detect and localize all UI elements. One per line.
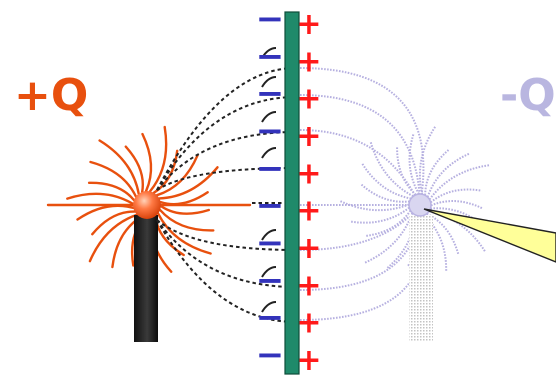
field-line bbox=[91, 210, 136, 236]
negative-field-lines bbox=[299, 67, 490, 321]
induced-field-hook bbox=[261, 301, 277, 313]
conducting-plate bbox=[284, 11, 300, 375]
ghost-field-line bbox=[350, 206, 410, 224]
field-line bbox=[159, 191, 209, 206]
field-line bbox=[141, 132, 153, 193]
field-line bbox=[148, 125, 168, 193]
field-line bbox=[159, 204, 210, 215]
minus-sign: − bbox=[256, 36, 285, 76]
field-line bbox=[155, 154, 199, 197]
field-line bbox=[156, 212, 212, 255]
induced-charges-left: −−−−−−−−−− bbox=[256, 0, 285, 375]
ghost-field-line bbox=[299, 204, 425, 321]
field-line bbox=[76, 204, 135, 221]
positive-charge-stand bbox=[134, 215, 158, 342]
ghost-field-line bbox=[339, 200, 410, 212]
plus-sign: + bbox=[296, 194, 321, 229]
positive-charge-label: +Q bbox=[14, 70, 89, 121]
positive-charge-sphere bbox=[133, 191, 161, 219]
minus-sign: − bbox=[256, 223, 285, 263]
dashed-field-lines bbox=[156, 47, 297, 323]
plus-sign: + bbox=[296, 343, 321, 375]
induced-field-hook bbox=[261, 147, 277, 159]
ghost-field-line bbox=[299, 204, 421, 251]
plus-sign: + bbox=[296, 306, 321, 341]
dashed-field-line bbox=[156, 219, 297, 323]
field-line bbox=[124, 145, 144, 193]
ghost-field-line bbox=[299, 67, 425, 206]
induced-field-hook bbox=[261, 47, 277, 59]
minus-sign: − bbox=[256, 186, 285, 226]
minus-sign: − bbox=[256, 148, 285, 188]
induced-field-hook bbox=[261, 266, 277, 278]
dashed-field-line bbox=[156, 219, 297, 288]
ghost-field-line bbox=[430, 200, 483, 210]
plus-sign: + bbox=[296, 82, 321, 117]
plus-sign: + bbox=[296, 268, 321, 303]
field-line bbox=[158, 208, 215, 232]
induced-charges-right: ++++++++++ bbox=[296, 7, 321, 375]
negative-charge-label: -Q bbox=[500, 74, 556, 118]
field-line bbox=[66, 192, 135, 206]
dashed-field-line bbox=[156, 131, 297, 191]
induced-field-hook bbox=[261, 111, 277, 123]
ghost-field-line bbox=[299, 94, 421, 206]
minus-sign: − bbox=[256, 0, 285, 39]
field-line bbox=[88, 213, 139, 263]
ghost-field-line bbox=[424, 149, 450, 196]
dashed-field-line bbox=[156, 67, 297, 191]
ghost-field-line bbox=[360, 183, 410, 203]
ghost-field-line bbox=[369, 141, 414, 198]
ghost-field-line bbox=[428, 164, 490, 201]
plus-sign: + bbox=[296, 44, 321, 79]
minus-sign: − bbox=[256, 335, 285, 375]
induced-field-hook bbox=[261, 229, 277, 241]
minus-sign: − bbox=[256, 74, 285, 114]
negative-charge-sphere bbox=[408, 193, 432, 217]
plus-sign: + bbox=[296, 156, 321, 191]
dashed-field-line bbox=[156, 167, 297, 191]
plus-sign: + bbox=[296, 231, 321, 266]
dashed-field-line bbox=[156, 96, 297, 191]
ghost-field-line bbox=[361, 163, 412, 200]
field-line bbox=[89, 160, 138, 198]
induced-field-hook bbox=[261, 76, 277, 88]
minus-sign: − bbox=[256, 298, 285, 338]
negative-charge-stand bbox=[409, 215, 433, 342]
minus-sign: − bbox=[256, 260, 285, 300]
minus-sign: − bbox=[256, 111, 285, 151]
ghost-field-line bbox=[418, 125, 437, 195]
plus-sign: + bbox=[296, 119, 321, 154]
probe-beam bbox=[423, 208, 556, 263]
ghost-field-line bbox=[426, 152, 470, 198]
ghost-field-line bbox=[366, 209, 412, 237]
plus-sign: + bbox=[296, 7, 321, 42]
field-line bbox=[98, 139, 140, 195]
ghost-field-line bbox=[299, 129, 421, 206]
field-line bbox=[87, 181, 136, 202]
ghost-field-line bbox=[430, 188, 481, 204]
